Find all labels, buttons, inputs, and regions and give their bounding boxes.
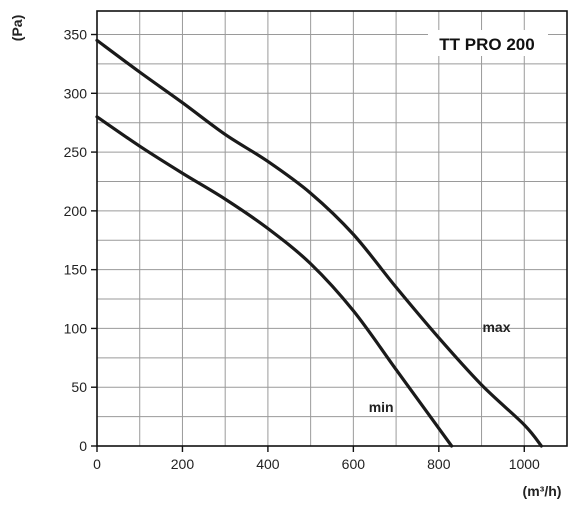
x-tick-label: 0	[93, 456, 101, 472]
series-line-max	[95, 38, 543, 448]
x-tick-label: 400	[256, 456, 280, 472]
chart-title: TT PRO 200	[439, 35, 534, 54]
title-box	[428, 30, 548, 56]
x-tick-label: 1000	[509, 456, 540, 472]
y-axis-label: (Pa)	[9, 15, 25, 41]
y-tick-label: 100	[64, 320, 88, 336]
series-label-min: min	[369, 399, 394, 415]
x-tick-label: 600	[342, 456, 366, 472]
series-label-max: max	[482, 319, 510, 335]
x-tick-label: 200	[171, 456, 195, 472]
grid	[97, 11, 567, 446]
y-tick-label: 300	[64, 85, 88, 101]
y-tick-label: 250	[64, 144, 88, 160]
x-axis-ticks: 0 200 400 600 800 1000	[93, 446, 540, 472]
y-tick-label: 150	[64, 262, 88, 278]
series-line-min	[95, 115, 454, 448]
y-tick-label: 50	[71, 379, 87, 395]
plot-frame	[96, 10, 568, 447]
x-tick-label: 800	[427, 456, 451, 472]
series-labels: max min	[369, 319, 511, 415]
x-axis-label: (m³/h)	[523, 483, 562, 499]
series	[95, 38, 543, 448]
y-axis-ticks: 0 50 100 150 200 250 300 350	[64, 27, 97, 454]
y-tick-label: 350	[64, 27, 88, 43]
y-tick-label: 200	[64, 203, 88, 219]
y-tick-label: 0	[79, 438, 87, 454]
